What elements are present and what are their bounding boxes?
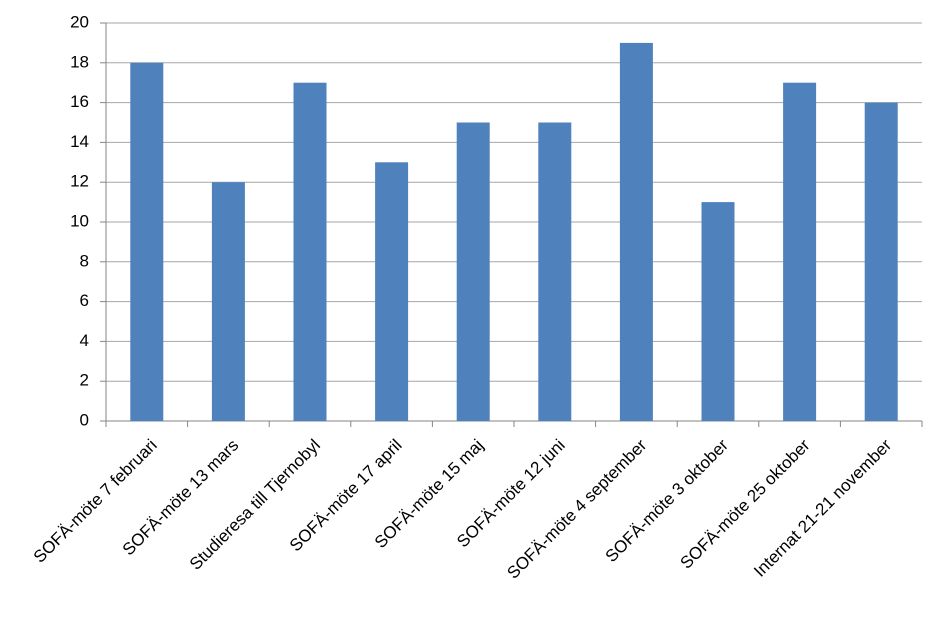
bar — [701, 202, 735, 421]
y-tick-label: 20 — [70, 12, 89, 31]
y-tick-label: 12 — [70, 172, 89, 191]
y-tick-label: 10 — [70, 211, 89, 230]
bar — [130, 62, 164, 422]
bar — [538, 122, 572, 421]
y-tick-label: 4 — [80, 331, 89, 350]
y-tick-label: 16 — [70, 92, 89, 111]
y-tick-label: 0 — [80, 410, 89, 429]
bar — [293, 82, 327, 421]
bar — [211, 182, 245, 421]
y-tick-label: 6 — [80, 291, 89, 310]
bar — [864, 102, 898, 421]
x-tick-label: Studieresa till Tjernobyl — [186, 436, 324, 574]
bar — [375, 162, 409, 422]
y-tick-label: 18 — [70, 52, 89, 71]
bar — [619, 42, 653, 422]
bar — [456, 122, 490, 421]
bar — [783, 82, 817, 421]
y-tick-label: 2 — [80, 371, 89, 390]
x-tick-label: Internat 21-21 november — [750, 435, 895, 580]
y-tick-label: 14 — [70, 132, 89, 151]
y-tick-label: 8 — [80, 251, 89, 270]
x-tick-label: SOFÄ-möte 4 september — [503, 435, 650, 582]
